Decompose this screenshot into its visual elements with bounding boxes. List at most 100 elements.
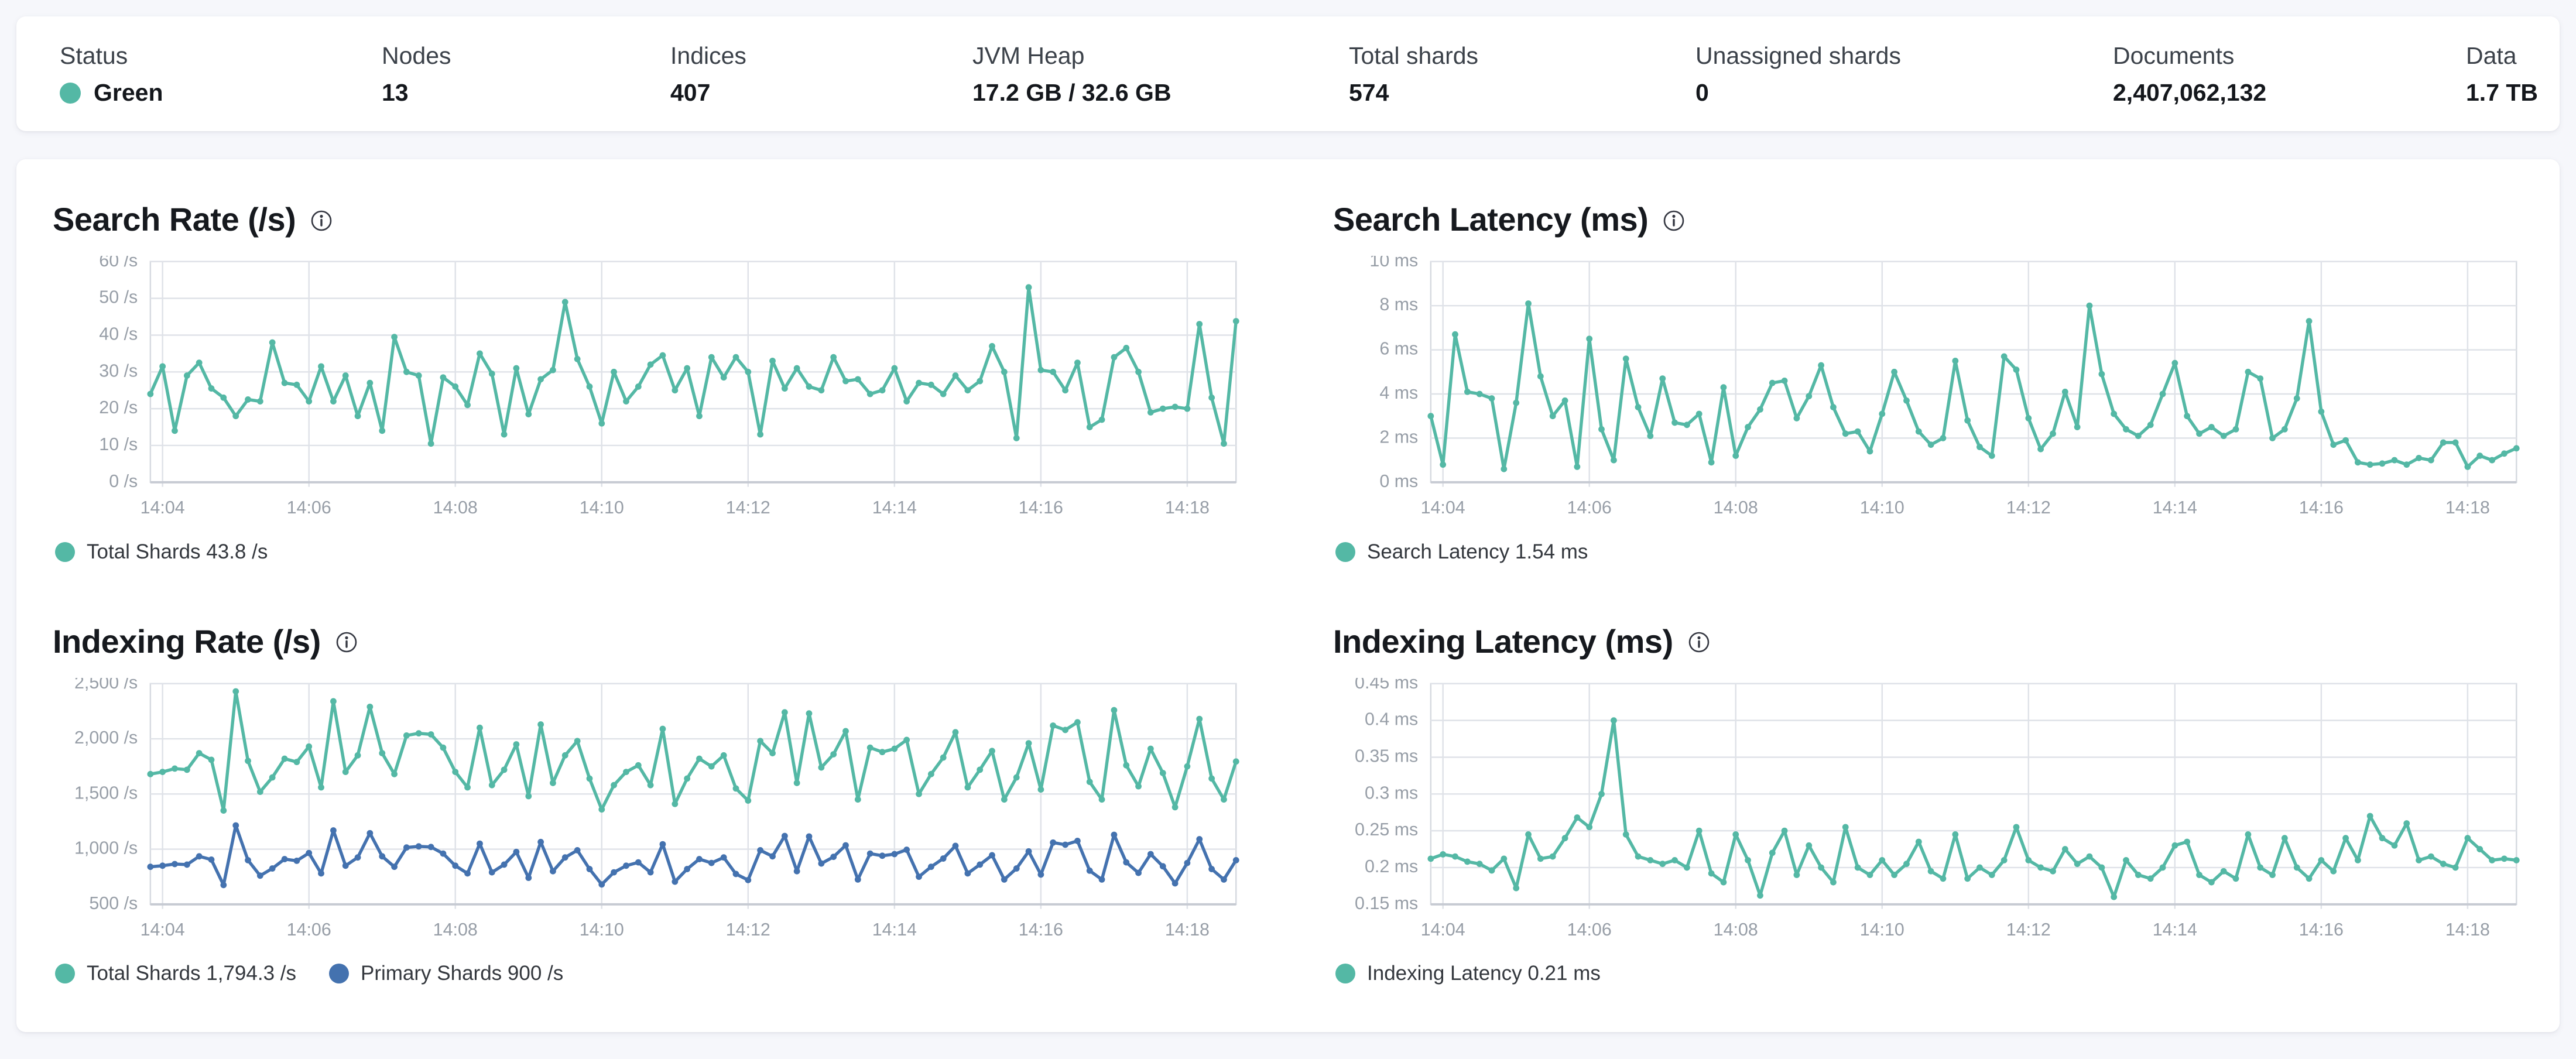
- chart-legend: Total Shards 1,794.3 /s Primary Shards 9…: [55, 962, 1244, 985]
- svg-text:14:04: 14:04: [141, 919, 185, 939]
- svg-text:0 ms: 0 ms: [1379, 471, 1418, 491]
- svg-text:14:16: 14:16: [2299, 498, 2344, 517]
- svg-text:50 /s: 50 /s: [99, 287, 138, 307]
- stat-label: Data: [2466, 42, 2517, 69]
- legend-item: Total Shards 1,794.3 /s: [55, 962, 296, 985]
- panel-indexing-rate: Indexing Rate (/s) 14:04 14:06 14:08 14:10 1…: [52, 622, 1244, 986]
- indexing-rate-chart[interactable]: 14:04 14:06 14:08 14:10 14:12 14:14 14:16 14:18…: [52, 678, 1244, 945]
- svg-text:500 /s: 500 /s: [89, 893, 138, 913]
- svg-text:14:06: 14:06: [287, 498, 331, 517]
- legend-dot-icon: [1335, 542, 1355, 562]
- svg-text:14:08: 14:08: [433, 919, 478, 939]
- svg-text:10 /s: 10 /s: [99, 434, 138, 454]
- chart-legend: Search Latency 1.54 ms: [1335, 540, 2524, 564]
- search-rate-chart[interactable]: 14:04 14:06 14:08 14:10 14:12 14:14 14:16 14:18…: [52, 256, 1244, 523]
- panel-indexing-latency: Indexing Latency (ms) 14:04 14:06 14:08 14:…: [1332, 622, 2524, 986]
- chart-title: Search Rate (/s): [53, 201, 296, 238]
- svg-text:20 /s: 20 /s: [99, 397, 138, 417]
- svg-text:14:18: 14:18: [1165, 498, 1210, 517]
- svg-text:14:10: 14:10: [580, 919, 624, 939]
- svg-text:2 ms: 2 ms: [1379, 427, 1418, 447]
- svg-text:14:18: 14:18: [2445, 498, 2490, 517]
- stat-nodes: Nodes 13: [382, 42, 451, 107]
- svg-text:40 /s: 40 /s: [99, 324, 138, 344]
- stat-label: Status: [60, 42, 128, 69]
- info-icon[interactable]: [1687, 630, 1711, 654]
- stat-label: Total shards: [1349, 42, 1479, 69]
- chart-legend: Indexing Latency 0.21 ms: [1335, 962, 2524, 985]
- svg-text:14:10: 14:10: [1860, 498, 1904, 517]
- info-icon[interactable]: [310, 209, 333, 232]
- svg-text:30 /s: 30 /s: [99, 361, 138, 381]
- stat-documents: Documents 2,407,062,132: [2113, 42, 2266, 107]
- svg-text:14:08: 14:08: [1714, 498, 1758, 517]
- svg-text:14:12: 14:12: [2006, 498, 2051, 517]
- svg-text:14:14: 14:14: [2153, 498, 2197, 517]
- legend-dot-icon: [1335, 964, 1355, 983]
- svg-text:4 ms: 4 ms: [1379, 383, 1418, 403]
- legend-dot-icon: [55, 964, 75, 983]
- panel-search-latency: Search Latency (ms) 14:04 14:06 14:08 14:10…: [1332, 200, 2524, 564]
- svg-text:6 ms: 6 ms: [1379, 339, 1418, 359]
- chart-title: Search Latency (ms): [1333, 201, 1649, 238]
- legend-dot-icon: [329, 964, 349, 983]
- metrics-charts-card: Search Rate (/s) 14:04 14:06 14:08 14:10 14:…: [16, 159, 2560, 1032]
- chart-title: Indexing Rate (/s): [53, 622, 321, 660]
- stat-value: 407: [670, 79, 711, 107]
- svg-text:14:14: 14:14: [872, 498, 917, 517]
- svg-text:0 /s: 0 /s: [109, 471, 138, 491]
- legend-item: Indexing Latency 0.21 ms: [1335, 962, 1601, 985]
- svg-text:14:14: 14:14: [872, 919, 917, 939]
- cluster-status-strip: Status Green Nodes 13 Indices 407 JVM He…: [16, 16, 2560, 131]
- stat-label: Indices: [670, 42, 746, 69]
- svg-text:14:10: 14:10: [580, 498, 624, 517]
- svg-text:0.45 ms: 0.45 ms: [1355, 678, 1418, 693]
- stat-value: 17.2 GB / 32.6 GB: [972, 79, 1171, 107]
- legend-item: Total Shards 43.8 /s: [55, 540, 268, 564]
- stat-data-size: Data 1.7 TB: [2466, 42, 2538, 107]
- stat-unassigned-shards: Unassigned shards 0: [1695, 42, 1901, 107]
- svg-text:10 ms: 10 ms: [1369, 256, 1418, 270]
- stat-value: 574: [1349, 79, 1389, 107]
- svg-text:14:10: 14:10: [1860, 919, 1904, 939]
- stat-label: Unassigned shards: [1695, 42, 1901, 69]
- svg-text:14:04: 14:04: [1421, 498, 1465, 517]
- svg-text:14:16: 14:16: [1019, 919, 1063, 939]
- svg-text:14:08: 14:08: [433, 498, 478, 517]
- chart-legend: Total Shards 43.8 /s: [55, 540, 1244, 564]
- stat-jvm-heap: JVM Heap 17.2 GB / 32.6 GB: [972, 42, 1171, 107]
- svg-text:14:08: 14:08: [1714, 919, 1758, 939]
- svg-text:14:06: 14:06: [1567, 919, 1612, 939]
- indexing-latency-chart[interactable]: 14:04 14:06 14:08 14:10 14:12 14:14 14:16 14:18…: [1332, 678, 2524, 945]
- search-latency-chart[interactable]: 14:04 14:06 14:08 14:10 14:12 14:14 14:16 14:18…: [1332, 256, 2524, 523]
- svg-text:14:12: 14:12: [2006, 919, 2051, 939]
- svg-text:60 /s: 60 /s: [99, 256, 138, 270]
- stat-value: Green: [94, 79, 163, 107]
- svg-text:14:12: 14:12: [726, 498, 770, 517]
- stat-value: 2,407,062,132: [2113, 79, 2267, 107]
- info-icon[interactable]: [1662, 209, 1686, 232]
- svg-text:14:04: 14:04: [141, 498, 185, 517]
- svg-text:1,500 /s: 1,500 /s: [74, 783, 138, 803]
- svg-text:0.35 ms: 0.35 ms: [1355, 746, 1418, 766]
- svg-text:0.15 ms: 0.15 ms: [1355, 893, 1418, 913]
- panel-search-rate: Search Rate (/s) 14:04 14:06 14:08 14:10 14:…: [52, 200, 1244, 564]
- info-icon[interactable]: [335, 630, 358, 654]
- svg-text:14:06: 14:06: [287, 919, 331, 939]
- stat-indices: Indices 407: [670, 42, 746, 107]
- svg-text:14:18: 14:18: [2445, 919, 2490, 939]
- chart-title: Indexing Latency (ms): [1333, 622, 1673, 660]
- stat-value: 1.7 TB: [2466, 79, 2539, 107]
- svg-text:0.4 ms: 0.4 ms: [1365, 709, 1418, 729]
- svg-text:2,000 /s: 2,000 /s: [74, 728, 138, 748]
- svg-text:1,000 /s: 1,000 /s: [74, 838, 138, 858]
- svg-text:14:16: 14:16: [1019, 498, 1063, 517]
- legend-item: Search Latency 1.54 ms: [1335, 540, 1588, 564]
- stat-status: Status Green: [60, 42, 163, 107]
- svg-text:14:04: 14:04: [1421, 919, 1465, 939]
- svg-text:0.2 ms: 0.2 ms: [1365, 856, 1418, 876]
- stat-total-shards: Total shards 574: [1349, 42, 1478, 107]
- svg-text:14:18: 14:18: [1165, 919, 1210, 939]
- stat-label: Documents: [2113, 42, 2235, 69]
- svg-text:2,500 /s: 2,500 /s: [74, 678, 138, 693]
